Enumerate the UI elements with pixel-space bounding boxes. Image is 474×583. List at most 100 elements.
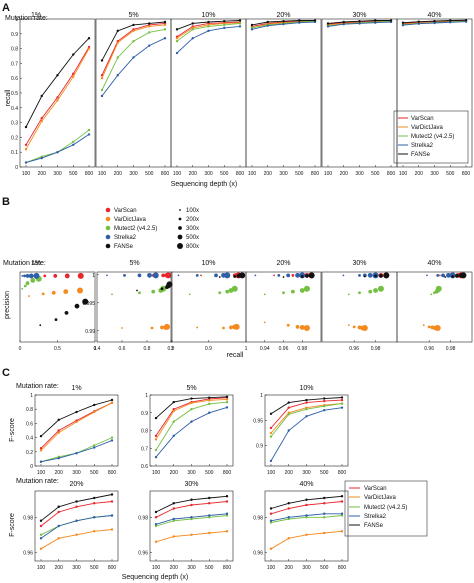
panel-a-facet-40-xtick-label: 300 (430, 171, 439, 177)
panel-b-facet-30-point-vardictjava (347, 324, 350, 327)
panel-a-facet-1-line-strelka2 (25, 134, 90, 164)
panel-a-facet-30-xtick-label: 300 (355, 171, 364, 177)
panel-c-facet-5-point-strelka2 (225, 406, 229, 409)
panel-b-facet-1-point-vardictjava (51, 290, 56, 295)
panel-c-facet-5-point-mutect2-v4-2-5 (208, 402, 211, 406)
panel-a-facet-30-point-fanse (342, 20, 345, 24)
panel-a-facet-5-xtick-label: 500 (145, 171, 154, 177)
panel-a-facet-20-point-strelka2 (282, 22, 285, 26)
panel-a-facet-1-point-vardictjava (56, 99, 59, 102)
panel-a-facet-1-frame (19, 18, 96, 168)
panel-c-facet-5-point-strelka2 (172, 434, 175, 438)
panel-a-facet-5-point-mutect2-v4-2-5 (148, 31, 151, 34)
panel-c-facet-10-ytick-label: 0.95 (253, 418, 263, 424)
panel-c-facet-10-point-strelka2 (340, 406, 344, 409)
panel-c-facet-20-xtick-label: 800 (108, 565, 117, 571)
panel-b-facet-5-point-mutect2-v4-2-5 (151, 289, 156, 294)
panel-b-facet-5-point-vardictjava (121, 327, 123, 329)
panel-a-facet-20-xtick-label: 300 (279, 171, 288, 177)
panel-c-facet-20-point-vardictjava (39, 547, 43, 550)
panel-a-facet-10-point-strelka2 (207, 29, 210, 33)
panel-b-facet-30-point-vardictjava (352, 325, 356, 329)
panel-a-ytick-label: 0.3 (11, 121, 18, 127)
panel-b-facet-5-point-fanse (160, 287, 164, 291)
panel-c-facet-1-line-varscan (40, 402, 113, 449)
panel-a-facet-10-xtick-label: 800 (236, 171, 245, 177)
panel-c-facet-10-title: 10% (299, 385, 313, 392)
panel-b-facet-30-frame (321, 271, 398, 343)
panel-a-facet-1-point-vardictjava (87, 47, 91, 50)
panel-c-facet-1-ytick-label: 1 (30, 393, 33, 399)
panel-b-mutation-rate-label: Mutation rate: (3, 260, 46, 267)
panel-c-facet-30-point-mutect2-v4-2-5 (172, 519, 175, 522)
panel-b-facet-5-point-vardictjava (164, 323, 170, 330)
panel-b-facet-1-point-fanse (74, 303, 80, 309)
panel-a-facet-5-point-strelka2 (148, 44, 151, 47)
panel-c-facet-40-point-mutect2-v4-2-5 (340, 514, 344, 517)
panel-a-facet-5-line-strelka2 (101, 37, 166, 97)
panel-c-facet-20-point-vardictjava (93, 530, 96, 533)
panel-b-facet-1-xtick-label: 0 (19, 346, 22, 352)
panel-b-facet-5-point-mutect2-v4-2-5 (138, 291, 141, 295)
panel-b-facet-5-frame (96, 271, 173, 343)
panel-a-ytick-label: 0.7 (11, 61, 18, 67)
panel-a-facet-20-title: 20% (276, 12, 290, 19)
panel-b-facet-1-point-varscan (53, 274, 58, 278)
panel-c-facet-30-point-vardictjava (225, 530, 229, 533)
panel-b-facet-10-point-strelka2 (177, 274, 180, 277)
panel-a-ytick-label: 0.9 (11, 32, 18, 38)
panel-b-facet-10-point-fanse (233, 275, 237, 278)
panel-letter-a: A (2, 2, 10, 14)
panel-b-facet-40-point-fanse (451, 275, 455, 278)
panel-a-facet-10-point-mutect2-v4-2-5 (175, 40, 179, 43)
panel-c-facet-1-point-varscan (57, 429, 60, 432)
panel-b-ytick-label: 0.995 (82, 301, 95, 307)
panel-c-facet-30-xtick-label: 500 (205, 565, 214, 571)
panel-b-facet-10-point-strelka2 (195, 273, 199, 277)
panel-a-facet-5-point-fanse (163, 20, 167, 24)
panel-c-facet-5-point-mutect2-v4-2-5 (225, 400, 229, 404)
panel-c-facet-1-point-fanse (110, 398, 114, 402)
panel-b-facet-1-point-vardictjava (77, 287, 83, 294)
panel-b-facet-1-xtick-label: 1 (94, 346, 97, 352)
panel-b-legend-dot-vardictjava (105, 216, 111, 222)
panel-c-facet-30-point-strelka2 (190, 516, 193, 519)
panel-c-facet-5-point-fanse (190, 397, 193, 400)
panel-c-facet-1-line-mutect2-v4-2-5 (40, 437, 113, 463)
panel-a-facet-30-xtick-label: 800 (387, 171, 396, 177)
panel-b-facet-30-point-fanse (374, 274, 377, 278)
panel-c-facet-30-point-strelka2 (172, 517, 175, 521)
panel-c-facet-1-point-fanse (93, 403, 96, 407)
panel-b-facet-40-point-vardictjava (434, 325, 441, 331)
panel-c-facet-5-ytick-label: 0.6 (141, 464, 148, 470)
panel-c-facet-10-point-fanse (323, 397, 326, 400)
panel-c-facet-5-point-varscan (172, 408, 175, 411)
panel-c-facet-40-xtick-label: 500 (320, 565, 329, 571)
panel-a-facet-40-xtick-label: 200 (415, 171, 424, 177)
panel-c-legend-label-varscan: VarScan (364, 486, 387, 492)
panel-c-facet-40-point-strelka2 (340, 512, 344, 515)
panel-a-facet-1-point-vardictjava (40, 119, 43, 123)
panel-b-facet-20-point-vardictjava (303, 325, 310, 331)
panel-c-facet-40-ytick-label: 0.98 (253, 515, 263, 521)
panel-a-facet-20-point-strelka2 (266, 24, 269, 27)
panel-c-legend: VarScan VarDictJava Mutect2 (v4.2.5) Str… (349, 486, 407, 529)
panel-c-facet-5-ytick-label: 0.7 (141, 446, 148, 452)
panel-c-facet-5-point-strelka2 (154, 455, 158, 459)
panel-b-facet-5-point-vardictjava (150, 326, 154, 330)
panel-a-facet-10-point-vardictjava (175, 37, 179, 40)
panel-c-facet-20-point-fanse (39, 519, 43, 522)
panel-c-facet-40-point-vardictjava (340, 530, 344, 533)
panel-b-facet-40-point-strelka2 (446, 272, 451, 278)
panel-c-facet-30-point-strelka2 (208, 514, 211, 517)
panel-c-facet-30-ytick-label: 0.98 (138, 515, 148, 521)
panel-b-facet-10-point-mutect2-v4-2-5 (218, 291, 222, 295)
panel-b-facet-40-xtick-label: 0.98 (446, 346, 456, 352)
panel-a-facet-20-point-fanse (266, 20, 269, 24)
panel-c-facet-40-point-fanse (340, 495, 344, 498)
panel-a-ytick-label: 0.5 (11, 91, 18, 97)
panel-c-facet-20-xtick-label: 100 (37, 565, 46, 571)
panel-b-facet-1-point-varscan (64, 273, 70, 279)
panel-b-legend-label-100x: 100x (186, 208, 199, 214)
panel-a-facet-40-xtick-label: 800 (462, 171, 471, 177)
